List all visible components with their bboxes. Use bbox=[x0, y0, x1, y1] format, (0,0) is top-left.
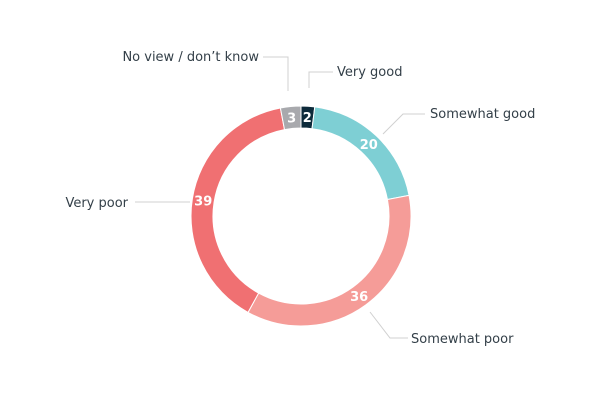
leader-line bbox=[382, 113, 425, 135]
leader-line bbox=[308, 71, 333, 88]
value-label: 3 bbox=[287, 111, 296, 126]
slice-somewhat-poor bbox=[247, 194, 412, 327]
leader-lines bbox=[135, 56, 425, 339]
donut-slices bbox=[190, 105, 412, 327]
category-label: Somewhat poor bbox=[411, 332, 514, 347]
category-label: Somewhat good bbox=[430, 107, 535, 122]
category-label: Very good bbox=[337, 65, 402, 80]
value-label: 39 bbox=[194, 195, 212, 210]
category-label: Very poor bbox=[65, 196, 128, 211]
value-label: 36 bbox=[350, 290, 368, 305]
value-label: 20 bbox=[360, 138, 378, 153]
category-label: No view / don’t know bbox=[122, 50, 259, 65]
leader-line bbox=[263, 56, 289, 91]
slice-very-poor bbox=[190, 107, 286, 314]
slice-somewhat-good bbox=[311, 106, 410, 201]
category-labels: Very good Somewhat good Somewhat poor Very … bbox=[65, 50, 535, 347]
slice-no-view-don-t-know bbox=[279, 105, 302, 131]
leader-line bbox=[369, 311, 408, 339]
value-labels: 2 20 36 39 3 bbox=[194, 111, 378, 305]
value-label: 2 bbox=[303, 111, 312, 126]
